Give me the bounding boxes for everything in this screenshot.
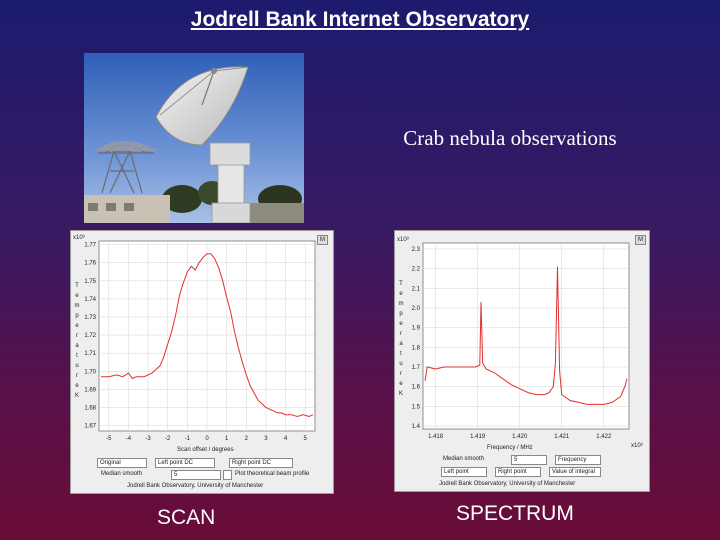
scan-y-tick-10: 1.77 — [84, 243, 96, 249]
telescope-photo — [84, 53, 304, 223]
spectrum-x-tick-2: 1.420 — [512, 434, 528, 440]
spectrum-footer: Jodrell Bank Observatory, University of … — [439, 481, 576, 487]
spectrum-plot-area — [422, 242, 630, 430]
spectrum-y-tick-7: 2.1 — [412, 286, 421, 292]
scan-x-tick-8: 3 — [264, 436, 268, 442]
spectrum-mode-select[interactable]: Frequency — [555, 455, 601, 465]
spectrum-x-tick-1: 1.419 — [470, 434, 486, 440]
scan-y-label-letter-7: t — [76, 353, 78, 359]
scan-series-line-0 — [101, 253, 314, 418]
spectrum-y-label-letter-2: m — [398, 301, 404, 307]
spectrum-median-input[interactable]: 5 — [511, 455, 547, 465]
scan-y-tick-3: 1.70 — [84, 369, 96, 375]
scan-y-label-letter-12: K — [74, 393, 79, 399]
scan-footer: Jodrell Bank Observatory, University of … — [127, 483, 264, 489]
spectrum-y-tick-4: 1.8 — [412, 345, 421, 351]
spectrum-right-point-button[interactable]: Right point — [495, 467, 541, 477]
spectrum-y-tick-2: 1.6 — [412, 385, 421, 391]
scan-y-tick-4: 1.71 — [84, 351, 96, 357]
scan-beam-label: Plot theoretical beam profile — [235, 471, 310, 477]
spectrum-y-label-letter-3: p — [399, 311, 403, 317]
scan-x-tick-3: -2 — [165, 436, 171, 442]
spectrum-x-tick-4: 1.422 — [596, 434, 612, 440]
scan-y-label-letter-2: m — [74, 303, 80, 309]
scan-beam-checkbox[interactable] — [223, 470, 232, 480]
scan-x-tick-0: -5 — [106, 436, 112, 442]
scan-median-label: Median smooth — [101, 471, 143, 477]
spectrum-y-tick-6: 2.0 — [412, 306, 421, 312]
spectrum-plot: 1.4 1.5 1.6 1.7 1.8 1.9 2.0 2.1 2.2 2.3 1.418 1.419… — [412, 242, 630, 440]
spectrum-y-label-letter-6: a — [399, 341, 403, 347]
spectrum-x-tick-3: 1.421 — [554, 434, 570, 440]
spectrum-y-tick-8: 2.2 — [412, 267, 421, 273]
scan-left-point-dc-button[interactable]: Left point DC — [155, 458, 215, 468]
spectrum-y-tick-3: 1.7 — [412, 365, 421, 371]
slide-title: Jodrell Bank Internet Observatory — [190, 8, 530, 31]
scan-y-label-letter-1: e — [75, 293, 79, 299]
spectrum-y-tick-9: 2.3 — [412, 247, 421, 253]
scan-mode-select[interactable]: Original — [97, 458, 147, 468]
scan-right-point-dc-button[interactable]: Right point DC — [229, 458, 293, 468]
scan-y-label-letter-3: p — [75, 313, 79, 319]
spectrum-y-tick-0: 1.4 — [412, 424, 421, 430]
scan-y-label-letter-5: r — [76, 333, 78, 339]
spectrum-integral-button[interactable]: Value of integral — [549, 467, 601, 477]
scan-caption: SCAN — [157, 506, 216, 529]
scan-y-tick-7: 1.74 — [84, 297, 96, 303]
scan-x-tick-10: 5 — [304, 436, 308, 442]
spectrum-left-point-button[interactable]: Left point — [441, 467, 487, 477]
scan-x-axis-label: Scan offset / degrees — [177, 447, 234, 453]
spectrum-y-label-letter-9: r — [400, 371, 402, 377]
scan-y-label-letter-0: T — [75, 283, 79, 289]
scan-x-tick-9: 4 — [284, 436, 288, 442]
spectrum-y-label-letter-0: T — [399, 281, 403, 287]
spectrum-y-label-letter-8: u — [399, 361, 403, 367]
spectrum-median-label: Median smooth — [443, 456, 485, 462]
spectrum-x-exponent: x10³ — [631, 443, 643, 449]
spectrum-y-label-letter-7: t — [400, 351, 402, 357]
scan-y-tick-5: 1.72 — [84, 333, 96, 339]
scan-y-tick-9: 1.76 — [84, 261, 96, 267]
spectrum-x-axis-label: Frequency / MHz — [487, 445, 533, 451]
scan-x-tick-5: 0 — [205, 436, 209, 442]
scan-y-label-letter-6: a — [75, 343, 79, 349]
spectrum-caption: SPECTRUM — [456, 502, 574, 525]
scan-y-exponent: x10³ — [73, 235, 85, 241]
spectrum-close-button[interactable]: M — [635, 235, 646, 245]
scan-median-input[interactable]: 5 — [171, 470, 221, 480]
spectrum-y-label-letter-1: e — [399, 291, 403, 297]
scan-x-tick-2: -3 — [145, 436, 151, 442]
spectrum-y-label-letter-4: e — [399, 321, 403, 327]
spectrum-series-line-0 — [424, 266, 628, 405]
scan-y-label-letter-9: r — [76, 373, 78, 379]
scan-y-tick-1: 1.68 — [84, 405, 96, 411]
spectrum-y-label-letter-12: K — [398, 391, 403, 397]
spectrum-y-tick-1: 1.5 — [412, 404, 421, 410]
spectrum-y-label-letter-5: r — [400, 331, 402, 337]
scan-close-button[interactable]: M — [317, 235, 328, 245]
scan-y-tick-2: 1.69 — [84, 387, 96, 393]
scan-x-tick-1: -4 — [126, 436, 132, 442]
scan-y-label-letter-8: u — [75, 363, 79, 369]
scan-x-tick-7: 2 — [245, 436, 249, 442]
subtitle: Crab nebula observations — [403, 126, 617, 150]
spectrum-y-tick-5: 1.9 — [412, 326, 421, 332]
spectrum-y-label-letter-10: e — [399, 381, 403, 387]
scan-y-tick-0: 1.67 — [84, 424, 96, 430]
spectrum-x-tick-0: 1.418 — [428, 434, 444, 440]
scan-plot: 1.67 1.68 1.69 1.70 1.71 1.72 1.73 1.74 1.75 1.76… — [84, 240, 316, 442]
scan-x-tick-6: 1 — [225, 436, 229, 442]
scan-x-tick-4: -1 — [185, 436, 191, 442]
scan-y-tick-8: 1.75 — [84, 279, 96, 285]
scan-y-label-letter-4: e — [75, 323, 79, 329]
spectrum-y-exponent: x10³ — [397, 237, 409, 243]
scan-y-tick-6: 1.73 — [84, 315, 96, 321]
scan-y-label-letter-10: e — [75, 383, 79, 389]
